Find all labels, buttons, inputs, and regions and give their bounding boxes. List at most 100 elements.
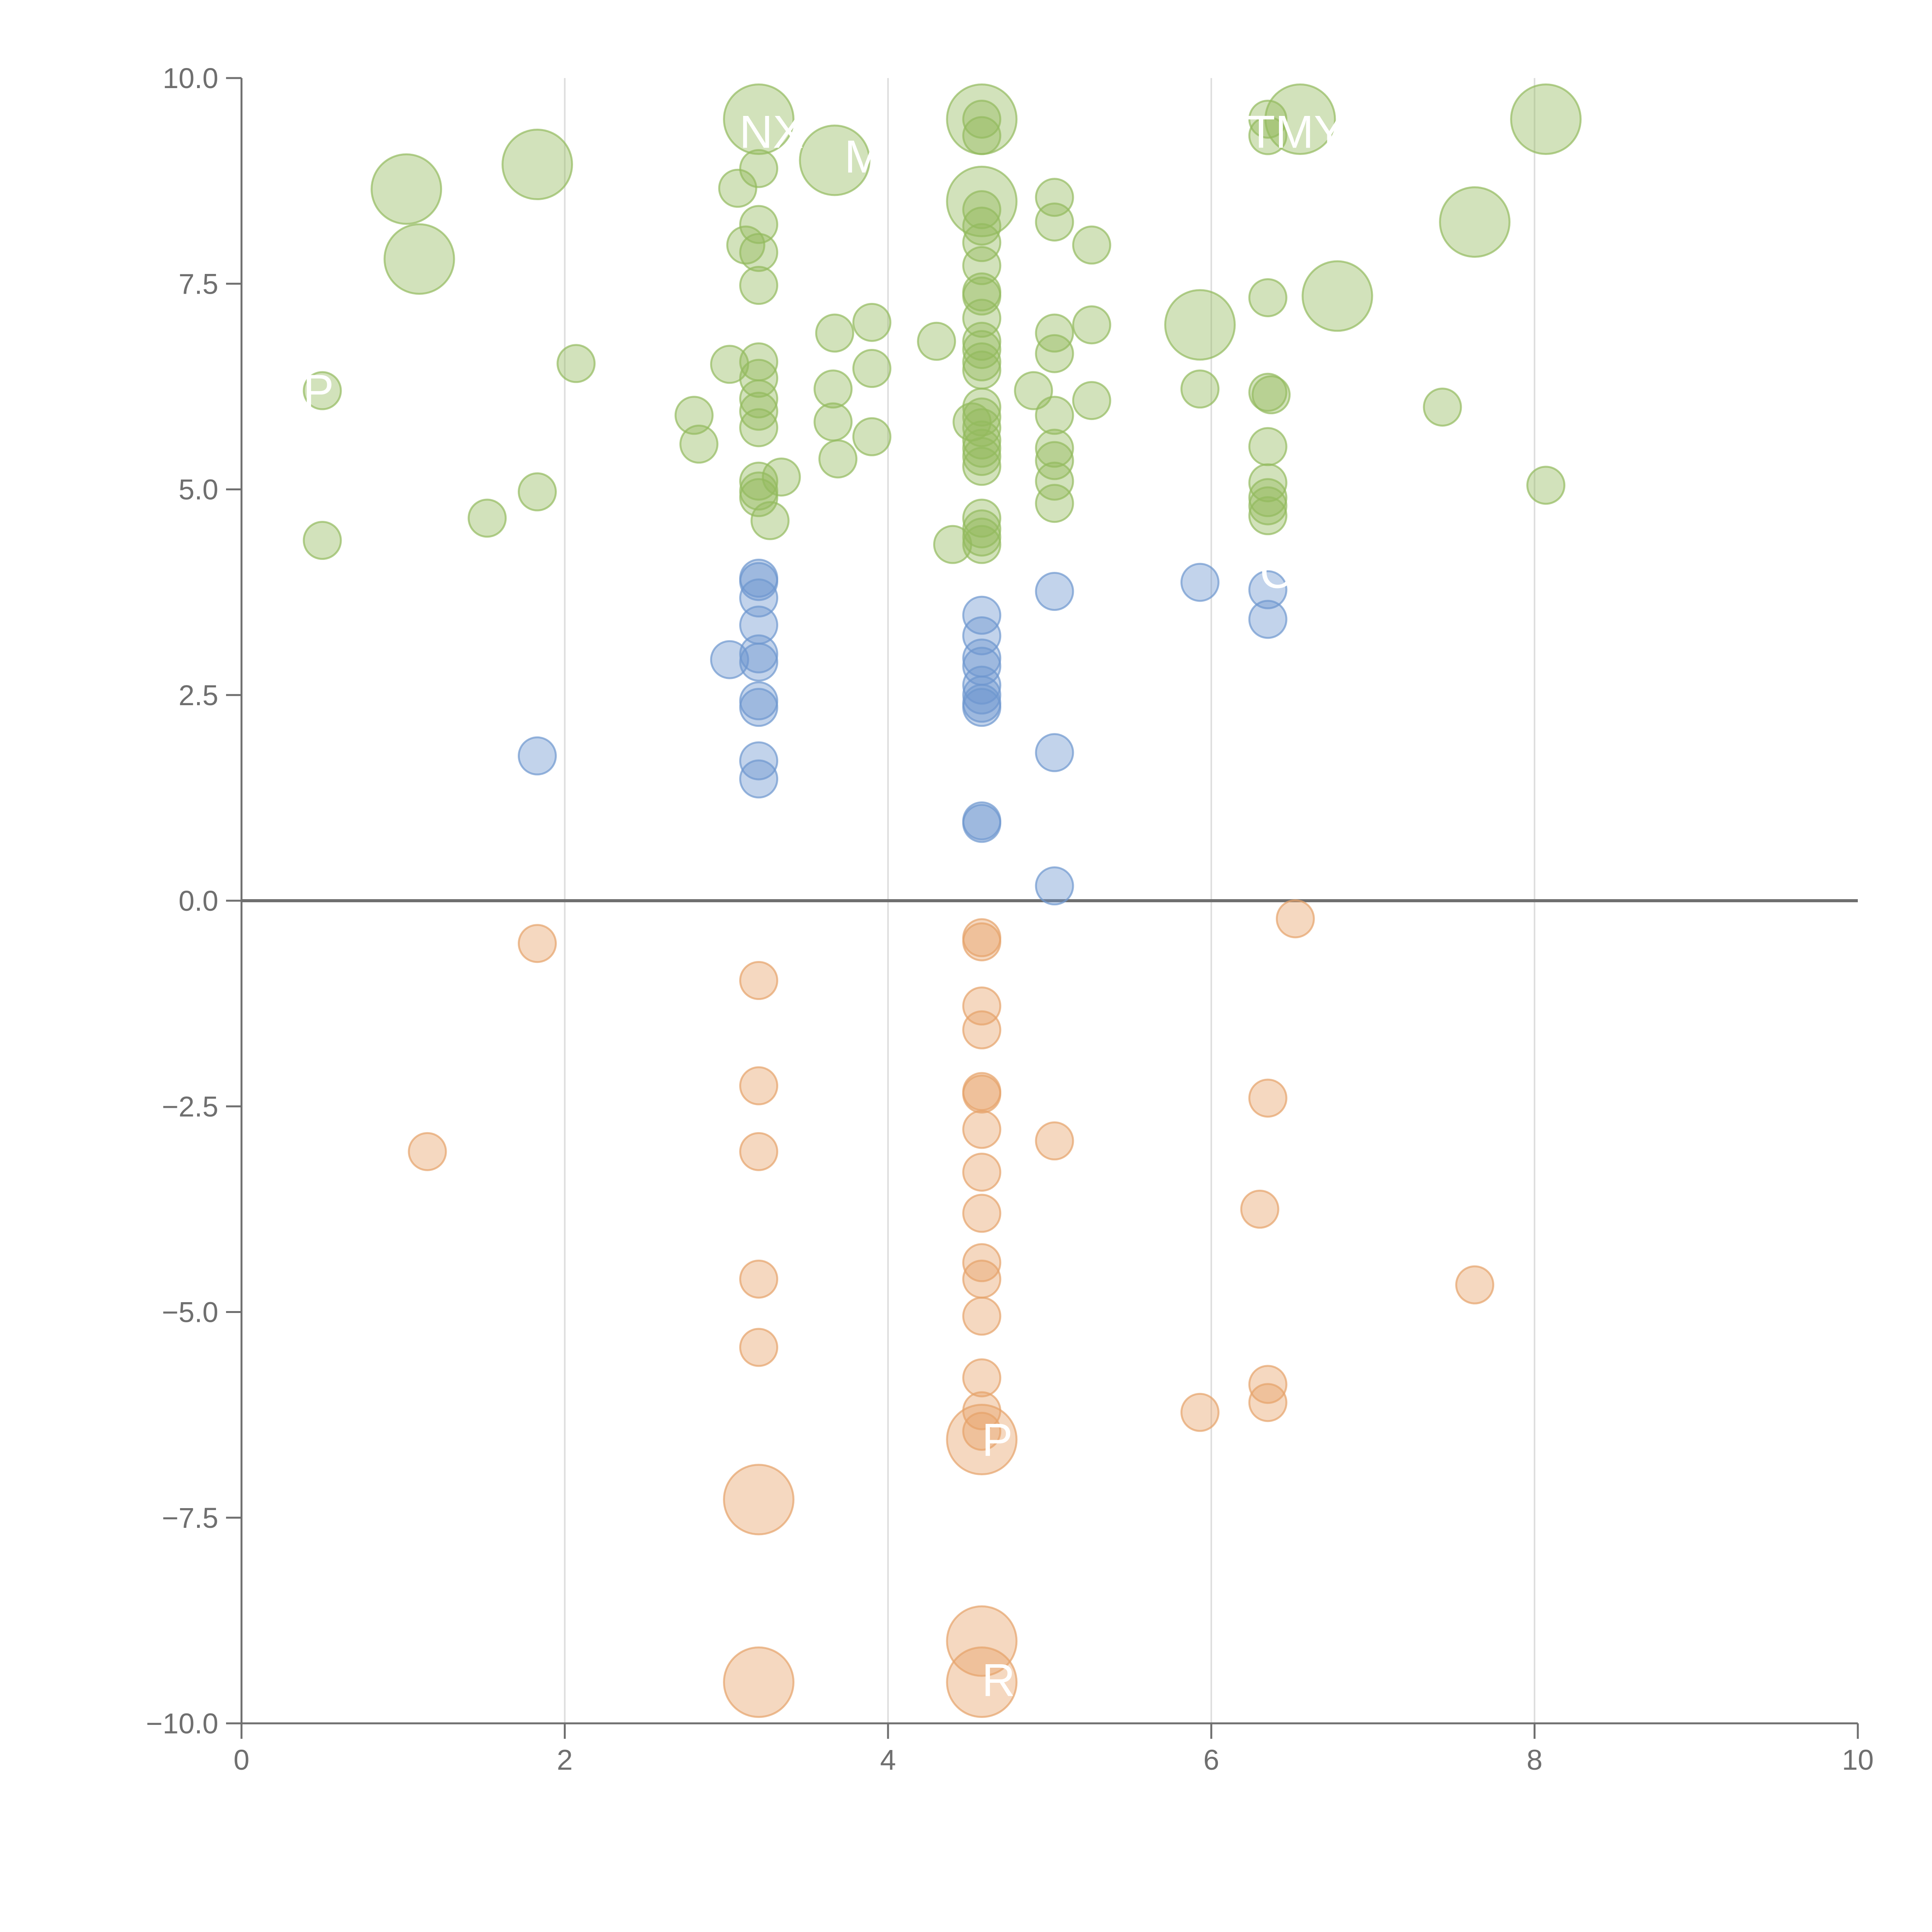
- data-point-orange: [739, 961, 779, 1000]
- data-point-blue: [962, 595, 1002, 635]
- data-point-green: [762, 457, 801, 497]
- data-point-green: [962, 276, 1002, 316]
- data-point-green: [962, 350, 1002, 390]
- x-tick-label: 8: [1527, 1744, 1543, 1776]
- point-annotation-label: TMY: [1247, 106, 1345, 158]
- data-point-blue: [739, 643, 779, 682]
- data-point-orange: [1240, 1189, 1279, 1229]
- data-point-orange: [723, 1464, 795, 1536]
- data-point-green: [852, 303, 891, 342]
- data-point-green: [1248, 463, 1287, 502]
- point-annotation-label: P: [982, 1414, 1013, 1466]
- data-point-green: [371, 153, 442, 225]
- data-point-green: [501, 129, 573, 201]
- data-point-orange: [1180, 1393, 1220, 1432]
- data-point-blue: [517, 736, 557, 776]
- data-point-green: [1248, 372, 1287, 412]
- data-point-green: [962, 321, 1002, 361]
- data-point-green: [750, 501, 790, 540]
- data-point-green: [962, 388, 1002, 427]
- data-point-orange: [962, 1358, 1002, 1398]
- point-annotations: NX M TMY P C P R: [303, 106, 1345, 1706]
- data-point-blue: [1248, 570, 1287, 609]
- data-point-green: [962, 99, 1002, 139]
- y-tick-label: −2.5: [162, 1090, 218, 1122]
- data-points: [303, 83, 1582, 1718]
- data-point-orange: [408, 1132, 447, 1171]
- data-point-green: [1035, 313, 1074, 353]
- point-annotation-label: R: [982, 1654, 1015, 1706]
- data-point-green: [1035, 334, 1074, 373]
- data-point-orange: [1455, 1265, 1495, 1304]
- data-point-green: [303, 520, 342, 560]
- data-point-green: [1035, 396, 1074, 435]
- data-point-green: [1248, 496, 1287, 536]
- data-point-blue: [962, 804, 1002, 843]
- data-point-green: [962, 397, 1002, 437]
- data-point-green: [1526, 466, 1566, 505]
- data-point-green: [962, 437, 1002, 476]
- data-point-orange: [739, 1259, 779, 1299]
- data-point-blue: [1035, 571, 1074, 611]
- data-point-green: [1035, 202, 1074, 242]
- data-point-green: [1252, 375, 1291, 415]
- data-point-blue: [1248, 600, 1287, 639]
- data-point-blue: [962, 616, 1002, 655]
- data-point-green: [739, 359, 779, 398]
- point-annotation-label: P: [303, 365, 334, 417]
- data-point-green: [739, 391, 779, 431]
- y-tick-label: 7.5: [179, 268, 218, 300]
- data-point-green: [799, 124, 871, 196]
- data-point-green: [1035, 484, 1074, 523]
- data-point-green: [962, 509, 1002, 549]
- data-point-blue: [739, 634, 779, 673]
- data-point-green: [813, 369, 853, 409]
- data-point-green: [962, 447, 1002, 486]
- point-annotation-label: C: [1260, 546, 1293, 598]
- data-point-orange: [962, 1194, 1002, 1233]
- y-tick-label: 2.5: [179, 679, 218, 711]
- data-point-orange: [962, 922, 1002, 961]
- data-point-orange: [962, 1243, 1002, 1282]
- data-point-orange: [739, 1066, 779, 1105]
- data-point-green: [1072, 225, 1111, 265]
- data-point-green: [723, 83, 795, 155]
- data-point-blue: [1180, 563, 1220, 602]
- data-point-orange: [946, 1605, 1018, 1677]
- data-point-green: [818, 439, 858, 479]
- data-point-green: [1180, 369, 1220, 409]
- data-point-green: [1072, 381, 1111, 420]
- data-point-orange: [962, 1010, 1002, 1049]
- data-point-green: [739, 478, 779, 517]
- data-point-green: [710, 345, 749, 384]
- data-point-green: [962, 299, 1002, 338]
- data-point-orange: [962, 1296, 1002, 1336]
- data-point-green: [739, 379, 779, 418]
- data-point-green: [1072, 305, 1111, 345]
- data-point-green: [962, 206, 1002, 246]
- point-annotation-label: NX: [739, 106, 804, 158]
- data-point-orange: [962, 1153, 1002, 1192]
- data-point-green: [1035, 461, 1074, 501]
- data-point-green: [1439, 186, 1511, 258]
- data-point-blue: [739, 688, 779, 727]
- y-tick-label: −10.0: [146, 1708, 218, 1740]
- data-point-blue: [962, 688, 1002, 727]
- axis-ticks: 0 2 4 6 8 10 10.0 7.5 5.0 2.5 0.0 −2.5 −5.0 −7.5 −10.0: [146, 62, 1874, 1776]
- x-tick-label: 0: [233, 1744, 249, 1776]
- x-tick-label: 2: [557, 1744, 573, 1776]
- data-point-green: [718, 168, 757, 208]
- data-point-orange: [962, 1412, 1002, 1451]
- x-tick-label: 6: [1203, 1744, 1219, 1776]
- data-point-green: [813, 402, 853, 442]
- data-point-green: [917, 321, 956, 361]
- y-tick-label: 10.0: [163, 62, 218, 94]
- data-point-blue: [739, 759, 779, 799]
- data-point-orange: [739, 1328, 779, 1367]
- data-point-green: [739, 149, 779, 188]
- x-tick-label: 4: [880, 1744, 896, 1776]
- data-point-green: [962, 408, 1002, 447]
- data-point-orange: [962, 1259, 1002, 1299]
- data-point-green: [739, 205, 779, 244]
